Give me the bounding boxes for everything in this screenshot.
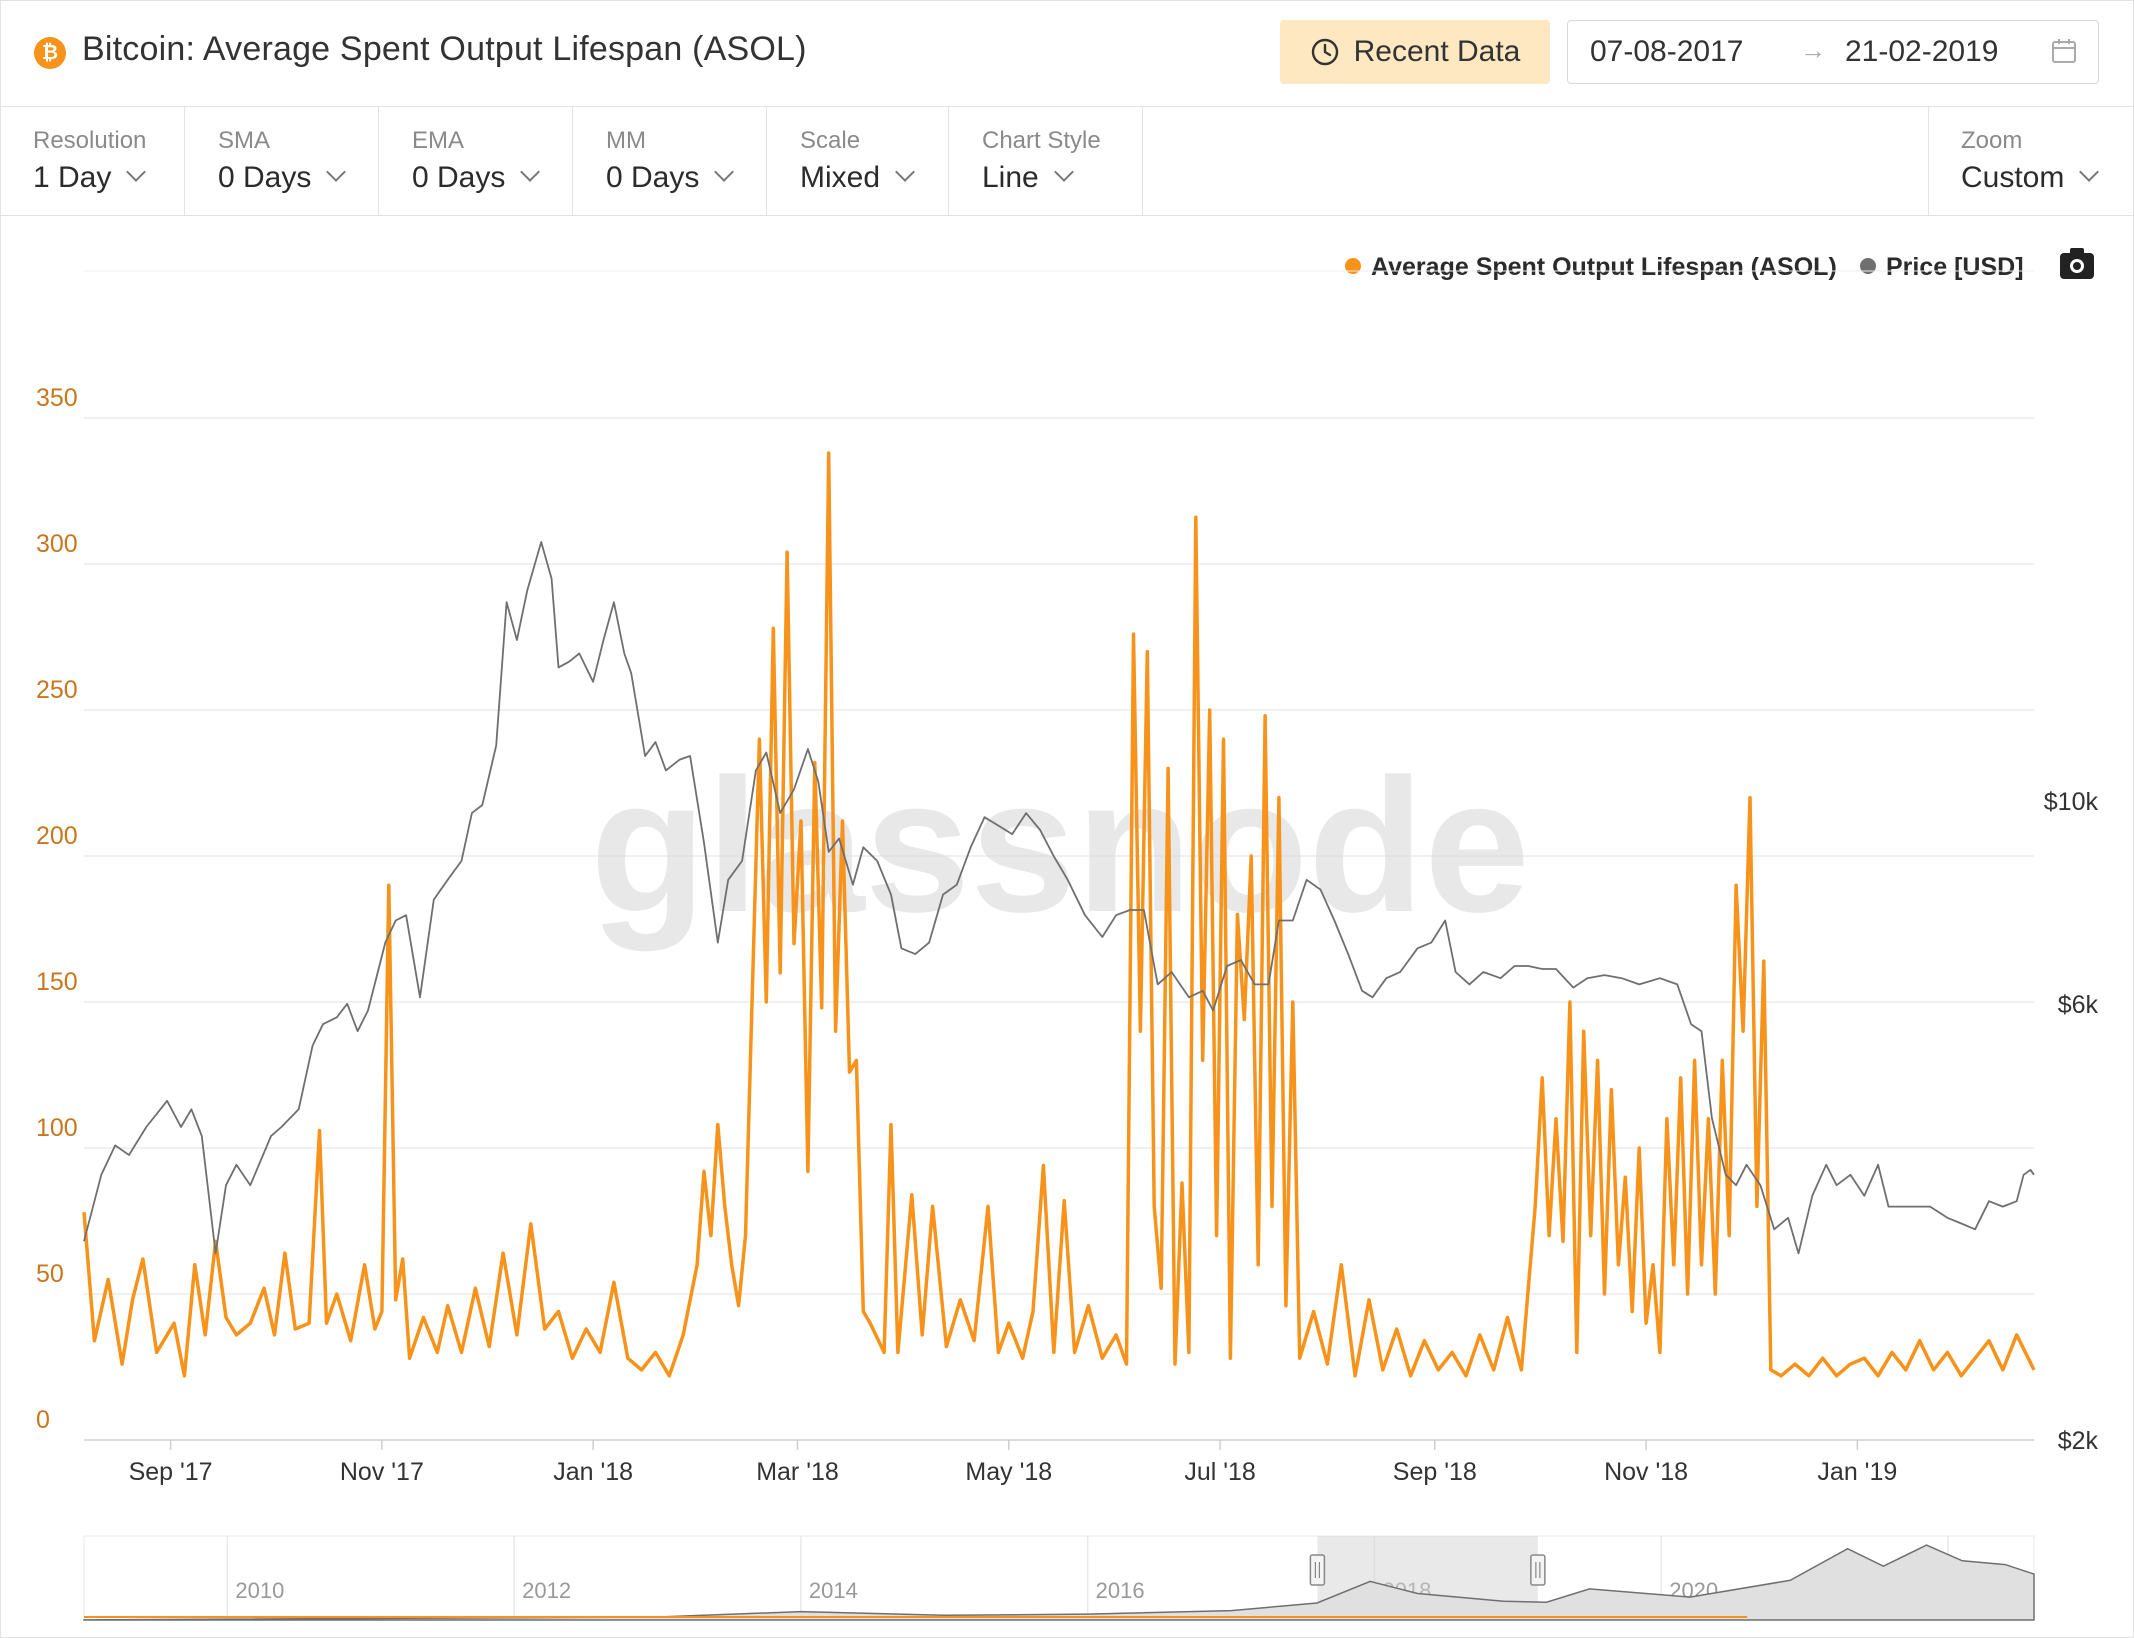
scale-label: Scale	[800, 127, 861, 154]
date-start-input[interactable]: 07-08-2017	[1590, 35, 1744, 68]
x-tick-label: Sep '18	[1393, 1458, 1477, 1486]
zoom-value: Custom	[1961, 161, 2100, 195]
chart-style-value: Line	[982, 161, 1074, 195]
ema-label: EMA	[412, 127, 465, 154]
legend-price-marker	[1860, 258, 1876, 274]
legend[interactable]: Average Spent Output Lifespan (ASOL) Pri…	[1345, 253, 2024, 281]
x-tick-label: Nov '17	[340, 1458, 424, 1486]
legend-asol-label[interactable]: Average Spent Output Lifespan (ASOL)	[1371, 253, 1837, 281]
ema-dropdown[interactable]: EMA 0 Days	[379, 107, 573, 215]
watermark-text: glassnode	[590, 740, 1530, 952]
navigator[interactable]: 2010201220142016201820202022	[83, 1535, 2035, 1621]
chart-style-dropdown[interactable]: Chart Style Line	[949, 107, 1143, 215]
left-tick-label: 100	[36, 1114, 78, 1142]
resolution-dropdown[interactable]: Resolution 1 Day	[0, 107, 185, 215]
mm-label: MM	[606, 127, 646, 154]
x-tick-label: Mar '18	[756, 1458, 839, 1486]
scale-dropdown[interactable]: Scale Mixed	[767, 107, 949, 215]
calendar-icon[interactable]	[2050, 37, 2078, 65]
resolution-value: 1 Day	[33, 161, 147, 195]
sma-value: 0 Days	[218, 161, 347, 195]
navigator-year-label: 2016	[1096, 1578, 1145, 1603]
recent-data-button[interactable]: Recent Data	[1280, 20, 1550, 84]
zoom-dropdown[interactable]: Zoom Custom	[1928, 107, 2134, 215]
page-title: Bitcoin: Average Spent Output Lifespan (…	[82, 30, 807, 68]
legend-price-label[interactable]: Price [USD]	[1886, 253, 2024, 281]
date-range-picker[interactable]: 07-08-2017 → 21-02-2019	[1567, 20, 2099, 84]
navigator-handle	[1530, 1554, 1546, 1586]
ema-value: 0 Days	[412, 161, 541, 195]
x-tick-label: Jan '19	[1817, 1458, 1897, 1486]
scale-value: Mixed	[800, 161, 915, 195]
navigator-handle	[1309, 1554, 1326, 1586]
right-tick-label: $6k	[2058, 991, 2099, 1019]
navigator-price-area	[83, 1544, 2035, 1621]
x-tick-label: Nov '18	[1604, 1458, 1688, 1486]
chevron-down-icon	[126, 162, 147, 182]
right-axis: $2k $6k $10k	[2044, 788, 2099, 1455]
chevron-down-icon	[520, 162, 541, 182]
chevron-down-icon	[1053, 162, 1074, 182]
zoom-label: Zoom	[1961, 127, 2023, 154]
resolution-label: Resolution	[33, 127, 147, 154]
chart-style-label: Chart Style	[982, 127, 1101, 154]
x-tick-label: May '18	[965, 1458, 1052, 1486]
left-tick-label: 300	[36, 530, 78, 558]
left-tick-label: 200	[36, 822, 78, 850]
chevron-down-icon	[326, 162, 347, 182]
left-axis: 0 50 100 150 200 250 300 350	[36, 384, 78, 1434]
chart-area[interactable]: Average Spent Output Lifespan (ASOL) Pri…	[0, 216, 2134, 1636]
chevron-down-icon	[2079, 162, 2100, 182]
bitcoin-icon: ₿	[34, 37, 66, 69]
x-tick-label: Jul '18	[1184, 1458, 1255, 1486]
navigator-handles[interactable]	[1309, 1554, 1546, 1586]
clock-icon	[1311, 38, 1338, 66]
left-tick-label: 50	[36, 1260, 64, 1288]
left-tick-label: 0	[36, 1406, 50, 1434]
left-tick-label: 350	[36, 384, 78, 412]
left-tick-label: 150	[36, 968, 78, 996]
date-arrow-icon: →	[1800, 35, 1826, 65]
left-tick-label: 250	[36, 676, 78, 704]
header-bar: ₿ Bitcoin: Average Spent Output Lifespan…	[0, 0, 2134, 107]
camera-icon[interactable]	[2060, 248, 2094, 279]
navigator-year-label: 2010	[235, 1578, 284, 1603]
chevron-down-icon	[895, 162, 915, 182]
right-tick-label: $10k	[2044, 788, 2099, 816]
sma-dropdown[interactable]: SMA 0 Days	[185, 107, 379, 215]
legend-asol-marker	[1345, 258, 1361, 274]
chevron-down-icon	[714, 162, 735, 182]
sma-label: SMA	[218, 127, 271, 154]
right-tick-label: $2k	[2058, 1427, 2099, 1455]
mm-value: 0 Days	[606, 161, 735, 195]
date-end-input[interactable]: 21-02-2019	[1845, 35, 1999, 68]
navigator-year-label: 2012	[522, 1578, 571, 1603]
recent-data-label: Recent Data	[1353, 35, 1521, 68]
price-series-line[interactable]	[83, 541, 2035, 1255]
x-tick-label: Jan '18	[553, 1458, 633, 1486]
x-axis: Sep '17 Nov '17 Jan '18 Mar '18 May '18 Jul '…	[129, 1440, 1897, 1486]
chart-controls: Resolution 1 Day SMA 0 Days EMA 0 Days M…	[0, 107, 2134, 216]
navigator-year-label: 2014	[809, 1578, 858, 1603]
mm-dropdown[interactable]: MM 0 Days	[573, 107, 767, 215]
asol-series-line[interactable]	[82, 451, 2036, 1378]
x-tick-label: Sep '17	[129, 1458, 213, 1486]
